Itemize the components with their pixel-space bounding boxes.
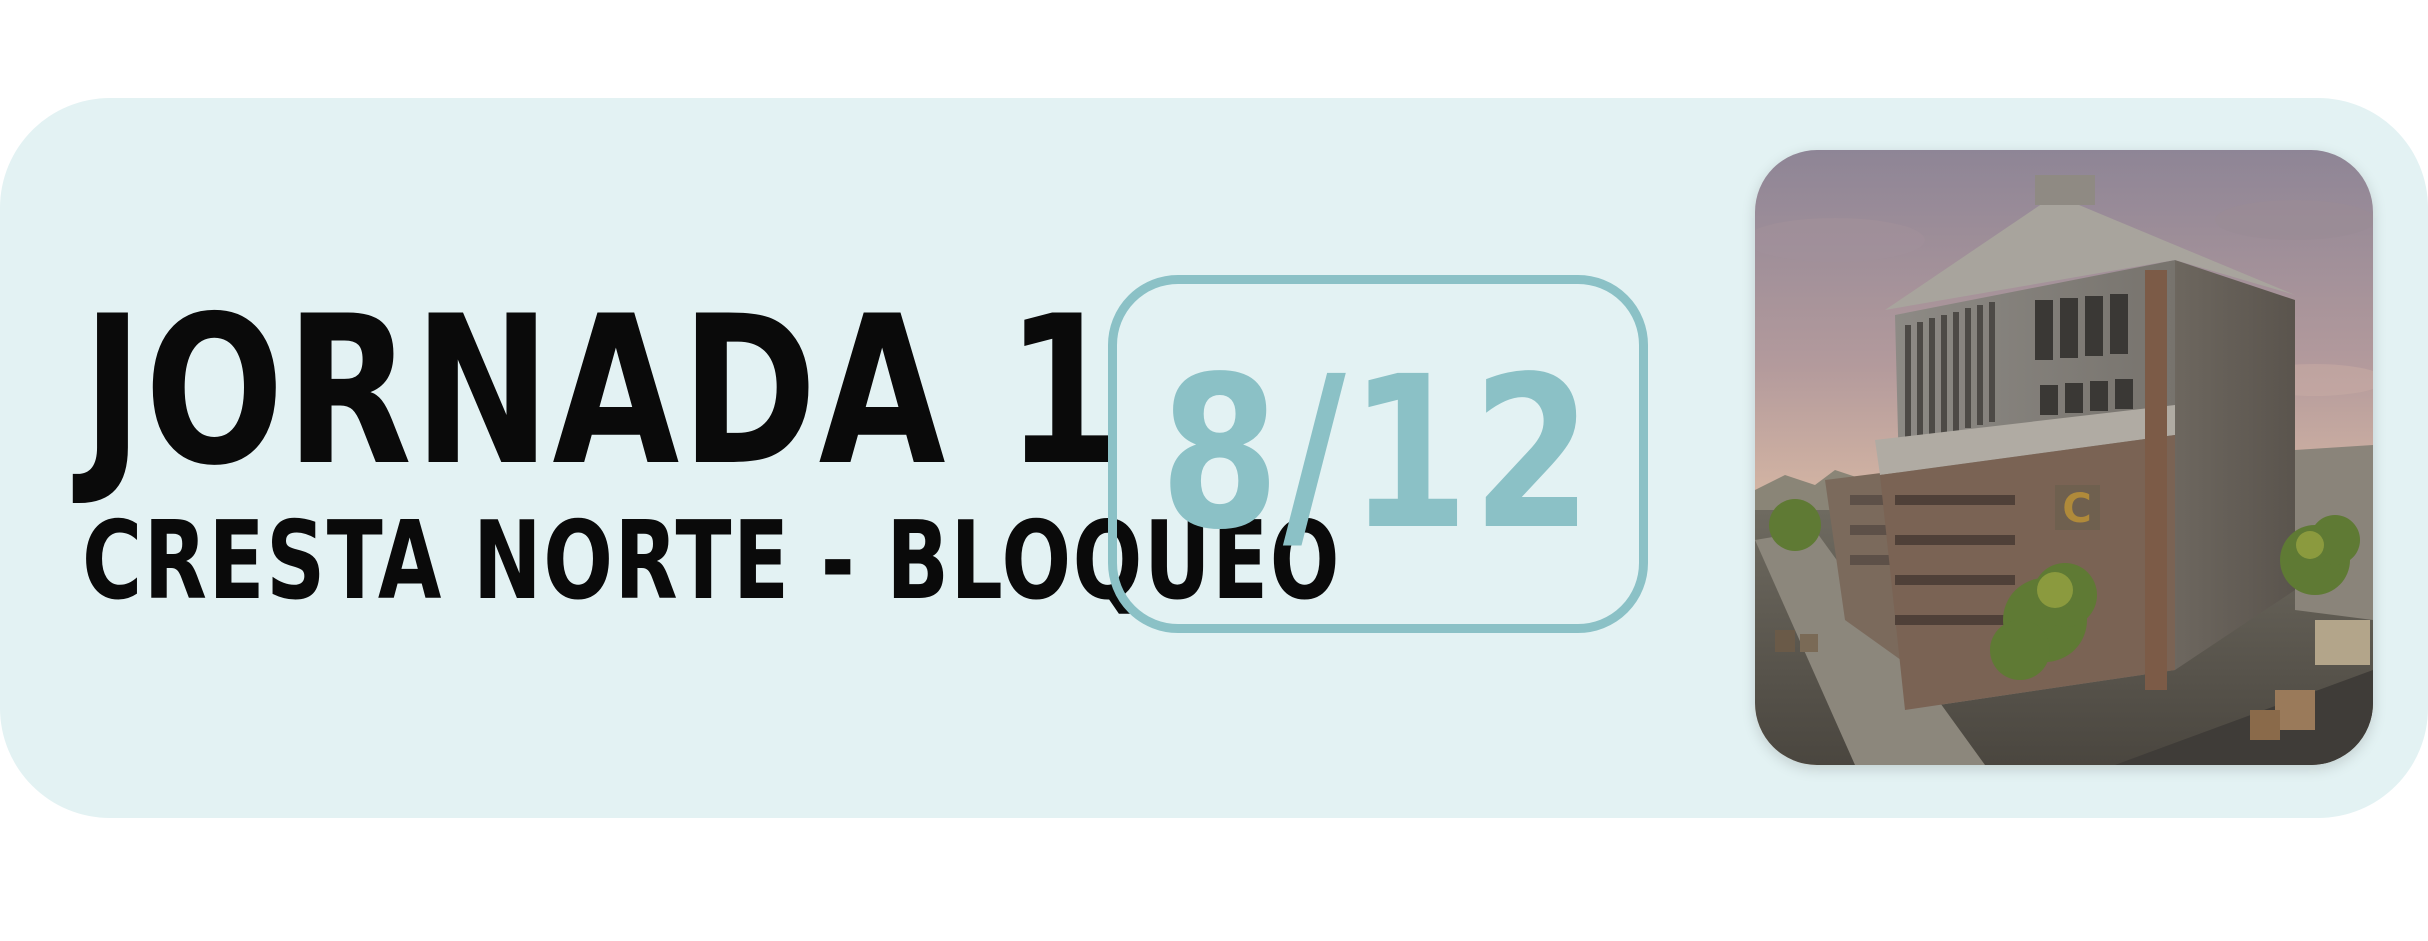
score-value: 8/12 [1160,331,1596,576]
map-thumbnail-icon: C [1755,150,2373,765]
match-title: JORNADA 1 [82,273,1122,511]
svg-text:C: C [2062,486,2091,532]
score-box: 8/12 [1108,275,1648,633]
